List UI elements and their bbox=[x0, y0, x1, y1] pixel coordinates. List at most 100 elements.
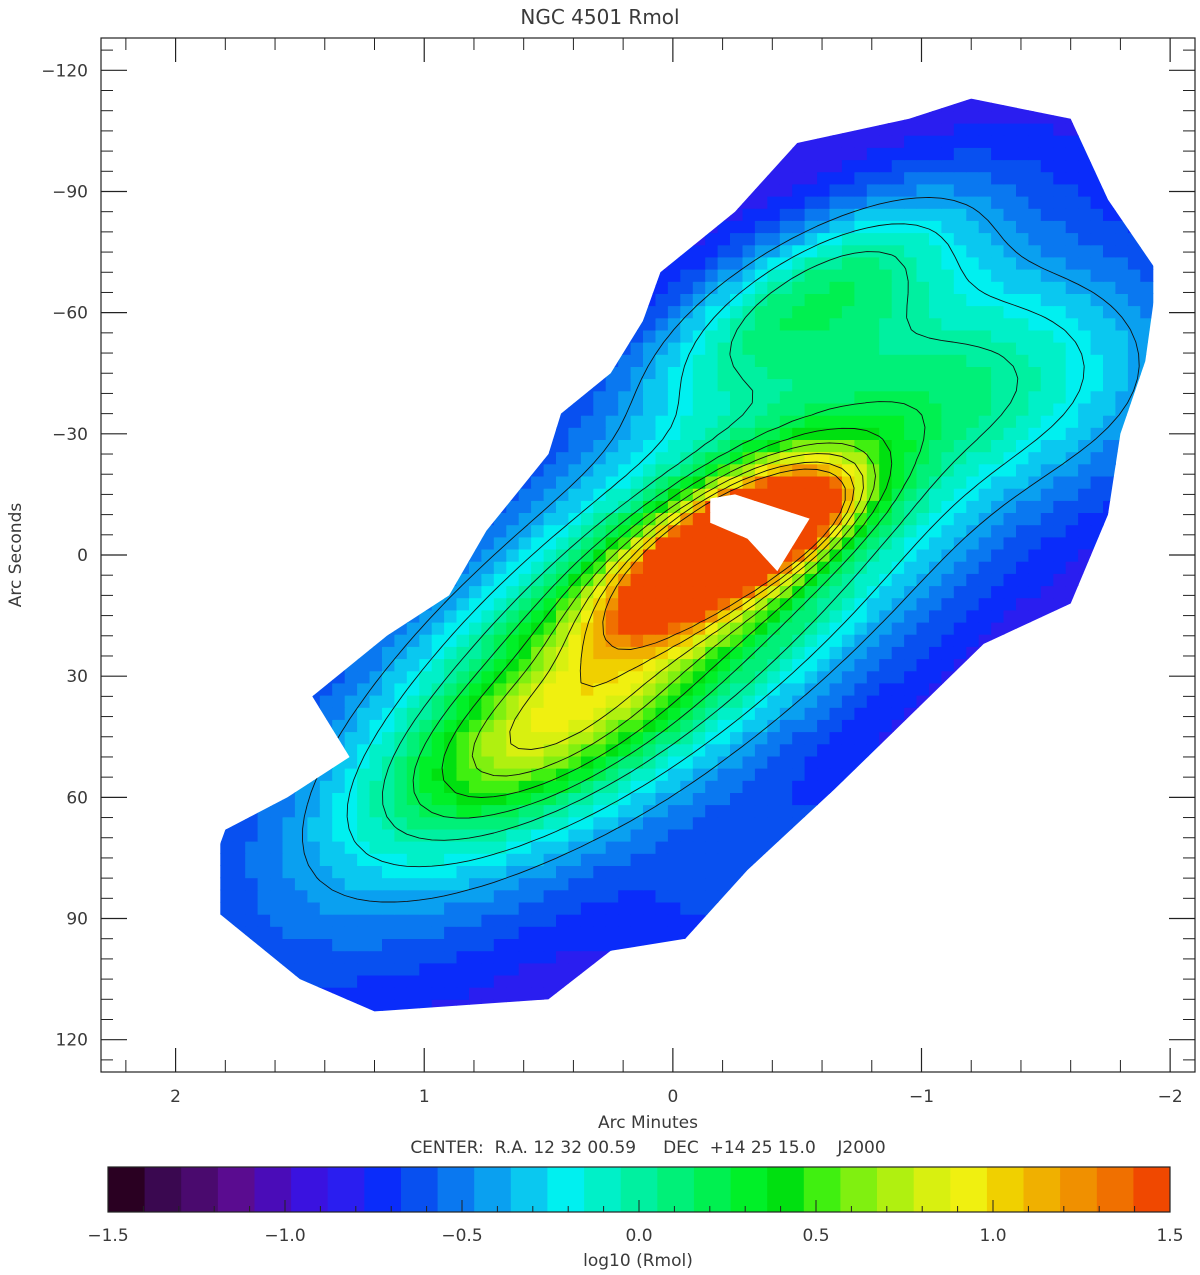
heat-cell bbox=[866, 658, 880, 672]
heat-cell bbox=[1003, 816, 1017, 830]
heat-cell bbox=[605, 451, 619, 465]
heat-cell bbox=[556, 305, 569, 319]
heat-cell bbox=[456, 585, 470, 599]
heat-cell bbox=[966, 256, 980, 270]
heat-cell bbox=[319, 768, 333, 781]
heat-cell bbox=[220, 342, 234, 355]
heat-cell bbox=[605, 293, 619, 307]
heat-cell bbox=[481, 731, 495, 745]
heat-cell bbox=[829, 329, 843, 343]
heat-cell bbox=[667, 646, 681, 660]
heat-cell bbox=[742, 792, 756, 806]
heat-cell bbox=[717, 877, 731, 891]
heat-cell bbox=[841, 561, 855, 574]
heat-cell bbox=[369, 366, 383, 380]
heat-cell bbox=[431, 475, 445, 489]
heat-cell bbox=[1103, 427, 1116, 440]
heat-cell bbox=[593, 390, 607, 404]
heat-cell bbox=[232, 853, 246, 866]
heat-cell bbox=[1140, 561, 1154, 574]
heat-cell bbox=[543, 841, 557, 854]
heat-cell bbox=[829, 244, 843, 258]
heat-cell bbox=[1040, 475, 1054, 489]
heat-cell bbox=[1103, 962, 1116, 976]
heat-cell bbox=[854, 402, 868, 416]
heat-cell bbox=[841, 768, 855, 781]
heat-cell bbox=[369, 609, 383, 623]
heat-cell bbox=[605, 938, 619, 952]
heat-cell bbox=[245, 950, 259, 964]
heat-cell bbox=[357, 695, 371, 708]
heat-cell bbox=[754, 196, 768, 209]
heat-cell bbox=[1127, 658, 1141, 672]
heat-cell bbox=[469, 950, 482, 964]
heat-cell bbox=[245, 999, 259, 1012]
heat-cell bbox=[518, 536, 532, 550]
heat-cell bbox=[779, 719, 793, 733]
heat-cell bbox=[618, 658, 632, 672]
heat-cell bbox=[406, 402, 420, 416]
heat-cell bbox=[754, 914, 768, 927]
heat-cell bbox=[1053, 707, 1067, 720]
heat-cell bbox=[469, 695, 482, 708]
heat-cell bbox=[518, 889, 532, 903]
heat-cell bbox=[655, 585, 669, 599]
heat-cell bbox=[1040, 670, 1054, 684]
heat-cell bbox=[1090, 621, 1104, 635]
heat-cell bbox=[643, 329, 656, 343]
heat-cell bbox=[493, 536, 507, 550]
heat-cell bbox=[282, 329, 296, 343]
heat-cell bbox=[556, 804, 569, 818]
heat-cell bbox=[730, 999, 743, 1012]
heat-cell bbox=[916, 305, 930, 319]
heat-cell bbox=[357, 853, 371, 866]
heat-cell bbox=[1115, 317, 1129, 331]
heat-cell bbox=[929, 269, 942, 282]
heat-cell bbox=[692, 524, 706, 538]
heat-cell bbox=[332, 743, 346, 757]
heat-cell bbox=[1103, 999, 1116, 1012]
heat-cell bbox=[369, 804, 383, 818]
heat-cell bbox=[506, 646, 520, 660]
heat-cell bbox=[1090, 938, 1104, 952]
heat-cell bbox=[232, 926, 246, 939]
heat-cell bbox=[382, 841, 395, 854]
heat-cell bbox=[866, 621, 880, 635]
heat-cell bbox=[829, 938, 843, 952]
heat-cell bbox=[916, 609, 930, 623]
heat-cell bbox=[518, 281, 532, 294]
heat-cell bbox=[369, 427, 383, 440]
heat-cell bbox=[618, 220, 632, 234]
heat-cell bbox=[929, 402, 942, 416]
heat-cell bbox=[493, 999, 507, 1012]
heat-cell bbox=[1090, 402, 1104, 416]
heat-cell bbox=[792, 281, 806, 294]
heat-cell bbox=[941, 366, 955, 380]
heat-cell bbox=[841, 865, 855, 879]
heat-cell bbox=[705, 877, 719, 891]
heat-cell bbox=[294, 305, 308, 319]
heat-cell bbox=[568, 524, 582, 538]
heat-cell bbox=[680, 390, 694, 404]
heat-cell bbox=[444, 232, 458, 246]
heat-cell bbox=[1003, 707, 1017, 720]
heat-cell bbox=[767, 707, 781, 720]
heat-cell bbox=[879, 597, 893, 611]
heat-cell bbox=[357, 987, 371, 1000]
heat-cell bbox=[879, 317, 893, 331]
heat-cell bbox=[369, 816, 383, 830]
heat-cell bbox=[1065, 950, 1079, 964]
heat-cell bbox=[941, 828, 955, 842]
heat-cell bbox=[680, 792, 694, 806]
heat-cell bbox=[568, 597, 582, 611]
heat-cell bbox=[941, 354, 955, 367]
heat-cell bbox=[1003, 342, 1017, 355]
heat-cell bbox=[829, 402, 843, 416]
heat-cell bbox=[431, 926, 445, 939]
heat-cell bbox=[307, 743, 321, 757]
heat-cell bbox=[929, 670, 942, 684]
heat-cell bbox=[232, 609, 246, 623]
heat-cell bbox=[854, 329, 868, 343]
heat-cell bbox=[854, 682, 868, 696]
heat-cell bbox=[953, 877, 967, 891]
